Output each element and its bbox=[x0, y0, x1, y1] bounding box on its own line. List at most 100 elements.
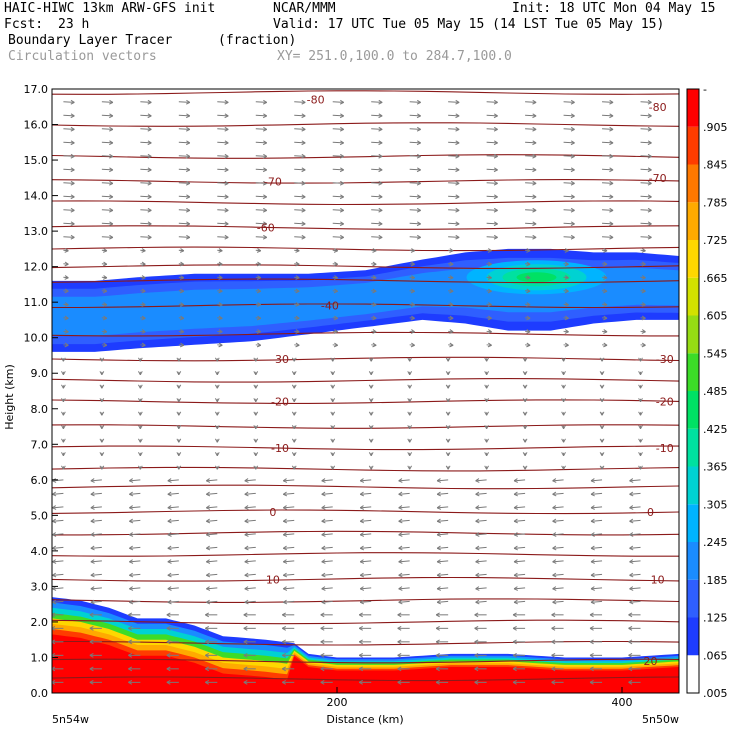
circulation-vector bbox=[629, 586, 641, 591]
circulation-vector bbox=[397, 625, 410, 631]
colorbar-label: .845 bbox=[703, 159, 728, 172]
y-tick-label: 4.0 bbox=[31, 545, 49, 558]
circulation-vector bbox=[522, 371, 528, 376]
circulation-vector bbox=[137, 398, 143, 403]
circulation-vector bbox=[602, 221, 614, 227]
circulation-vector bbox=[90, 505, 102, 510]
circulation-vector bbox=[128, 666, 141, 672]
circulation-vector bbox=[294, 180, 306, 186]
circulation-vector bbox=[589, 652, 603, 658]
circulation-vector bbox=[178, 261, 185, 267]
circulation-vector bbox=[294, 275, 300, 280]
circulation-vector bbox=[484, 438, 489, 443]
circulation-vector bbox=[561, 465, 566, 470]
circulation-vector bbox=[294, 288, 300, 294]
circulation-vector bbox=[101, 302, 108, 307]
circulation-vector bbox=[321, 559, 333, 564]
circulation-vector bbox=[291, 438, 297, 443]
circulation-vector bbox=[561, 371, 566, 376]
isotherm-line bbox=[52, 658, 679, 664]
circulation-vector bbox=[561, 452, 566, 457]
circulation-vector bbox=[217, 261, 223, 267]
circulation-vector bbox=[206, 572, 218, 578]
circulation-vector bbox=[178, 140, 191, 146]
colorbar-swatch bbox=[687, 89, 699, 127]
circulation-vector bbox=[332, 99, 344, 105]
circulation-vector bbox=[448, 342, 454, 348]
circulation-vector bbox=[640, 140, 652, 146]
circulation-vector bbox=[513, 545, 526, 551]
circulation-vector bbox=[551, 652, 564, 658]
circulation-vector bbox=[332, 261, 339, 267]
circulation-vector bbox=[628, 679, 641, 685]
circulation-vector bbox=[448, 315, 454, 321]
circulation-vector bbox=[368, 425, 374, 430]
circulation-vector bbox=[291, 357, 297, 362]
circulation-vector bbox=[628, 652, 641, 658]
circulation-vector bbox=[638, 398, 643, 403]
circulation-vector bbox=[217, 180, 229, 186]
circulation-vector bbox=[638, 452, 643, 457]
circulation-vector bbox=[101, 167, 114, 173]
circulation-vector bbox=[176, 425, 182, 430]
circulation-vector bbox=[61, 398, 66, 403]
circulation-vector bbox=[101, 153, 114, 159]
circulation-vector bbox=[244, 518, 256, 524]
circulation-vector bbox=[522, 357, 528, 362]
colorbar-swatch bbox=[687, 428, 699, 467]
circulation-vector bbox=[398, 545, 410, 551]
circulation-vector bbox=[52, 532, 64, 537]
circulation-vector bbox=[129, 559, 141, 564]
circulation-vector bbox=[282, 666, 295, 672]
circulation-vector bbox=[563, 234, 575, 240]
circulation-vector bbox=[330, 398, 336, 403]
circulation-vector bbox=[52, 491, 64, 497]
circulation-vector bbox=[435, 639, 449, 645]
y-tick-label: 8.0 bbox=[31, 403, 49, 416]
circulation-vector bbox=[176, 398, 182, 403]
colorbar-label: .365 bbox=[703, 461, 728, 474]
isotherm-line bbox=[52, 303, 679, 309]
circulation-vector bbox=[640, 248, 646, 253]
circulation-vector bbox=[590, 478, 603, 483]
circulation-vector bbox=[255, 315, 262, 321]
circulation-vector bbox=[217, 207, 229, 213]
circulation-vector bbox=[52, 572, 64, 578]
circulation-vector bbox=[217, 275, 223, 280]
circulation-vector bbox=[217, 167, 229, 173]
circulation-vector bbox=[214, 438, 220, 443]
circulation-vector bbox=[512, 625, 526, 631]
circulation-vector bbox=[513, 572, 526, 578]
colorbar-swatch bbox=[687, 164, 699, 203]
isotherm-line bbox=[52, 598, 679, 603]
circulation-vector bbox=[436, 559, 449, 564]
circulation-vector bbox=[255, 113, 268, 119]
circulation-vector bbox=[178, 234, 191, 240]
colorbar-label: .425 bbox=[703, 423, 728, 436]
circulation-vector bbox=[474, 679, 487, 685]
circulation-vector bbox=[253, 411, 259, 416]
circulation-vector bbox=[368, 452, 374, 457]
circulation-vector bbox=[52, 666, 64, 672]
colorbar-label: .485 bbox=[703, 385, 728, 398]
circulation-vector bbox=[552, 505, 564, 510]
circulation-vector bbox=[445, 384, 451, 389]
circulation-vector bbox=[368, 357, 374, 362]
circulation-vector bbox=[99, 371, 105, 376]
circulation-vector bbox=[551, 625, 564, 631]
colorbar-swatch bbox=[687, 542, 699, 580]
circulation-vector bbox=[320, 666, 333, 672]
circulation-vector bbox=[409, 126, 421, 132]
circulation-vector bbox=[244, 586, 256, 591]
circulation-vector bbox=[484, 357, 489, 362]
circulation-vector bbox=[435, 612, 449, 618]
circulation-vector bbox=[128, 652, 141, 658]
circulation-vector bbox=[243, 666, 256, 672]
circulation-vector bbox=[332, 234, 344, 240]
circulation-vector bbox=[63, 180, 75, 186]
circulation-vector bbox=[522, 384, 528, 389]
y-tick-label: 13.0 bbox=[24, 225, 49, 238]
circulation-vector bbox=[602, 329, 608, 334]
y-tick-label: 7.0 bbox=[31, 438, 49, 451]
circulation-vector bbox=[358, 666, 372, 672]
